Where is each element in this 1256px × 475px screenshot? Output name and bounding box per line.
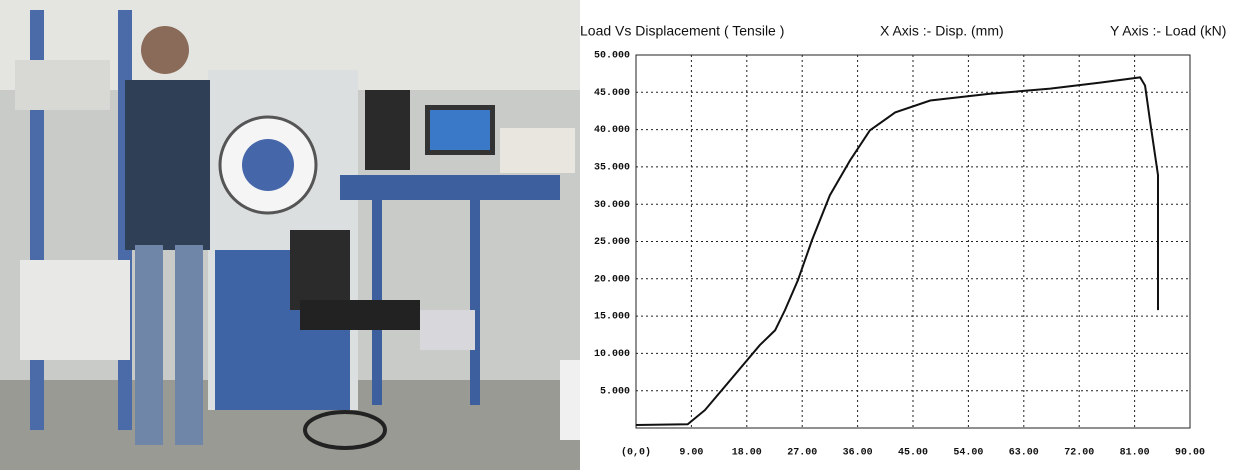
x-tick-label: 72.00 bbox=[1064, 448, 1094, 459]
lab-photo bbox=[0, 0, 580, 470]
y-tick-label: 35.000 bbox=[594, 163, 630, 174]
y-tick-label: 25.000 bbox=[594, 237, 630, 248]
x-axis-label: X Axis :- Disp. (mm) bbox=[880, 23, 1004, 39]
y-tick-label: 30.000 bbox=[594, 200, 630, 211]
y-tick-label: 50.000 bbox=[594, 51, 630, 62]
x-tick-label: 18.00 bbox=[732, 448, 762, 459]
y-tick-label: 10.000 bbox=[594, 349, 630, 360]
x-tick-label: 90.00 bbox=[1175, 448, 1205, 459]
y-axis-label: Y Axis :- Load (kN) bbox=[1110, 23, 1226, 39]
chart-title: Load Vs Displacement ( Tensile ) bbox=[580, 23, 784, 39]
y-tick-label: 45.000 bbox=[594, 88, 630, 99]
y-tick-label: 20.000 bbox=[594, 274, 630, 285]
x-tick-label: 45.00 bbox=[898, 448, 928, 459]
page: {"chart_data": {"type": "line", "title":… bbox=[0, 0, 1256, 470]
x-tick-label: 63.00 bbox=[1009, 448, 1039, 459]
y-tick-label: 15.000 bbox=[594, 312, 630, 323]
x-tick-label: 27.00 bbox=[787, 448, 817, 459]
y-tick-label: 40.000 bbox=[594, 125, 630, 136]
x-tick-label: 9.00 bbox=[679, 448, 703, 459]
x-tick-label: 81.00 bbox=[1120, 448, 1150, 459]
figure: Load Vs Displacement ( Tensile ) X Axis … bbox=[0, 0, 1256, 470]
x-tick-label: 36.00 bbox=[843, 448, 873, 459]
x-tick-label: 54.00 bbox=[953, 448, 983, 459]
y-tick-label: 5.000 bbox=[600, 386, 630, 397]
x-tick-label: (0,0) bbox=[621, 447, 651, 459]
